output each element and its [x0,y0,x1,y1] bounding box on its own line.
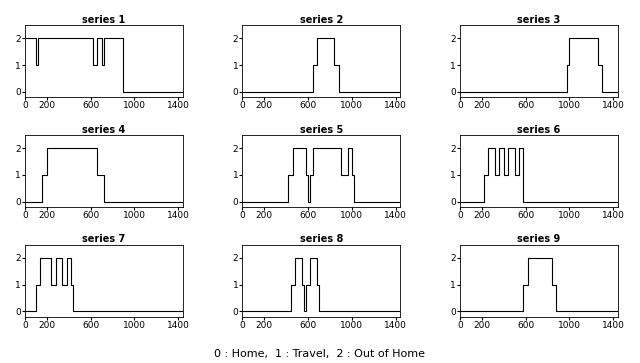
Title: series 8: series 8 [300,234,343,244]
Title: series 9: series 9 [517,234,561,244]
Title: series 5: series 5 [300,125,343,135]
Title: series 3: series 3 [517,15,561,25]
Title: series 6: series 6 [517,125,561,135]
Title: series 1: series 1 [82,15,125,25]
Title: series 4: series 4 [82,125,125,135]
Title: series 7: series 7 [82,234,125,244]
Title: series 2: series 2 [300,15,343,25]
Text: 0 : Home,  1 : Travel,  2 : Out of Home: 0 : Home, 1 : Travel, 2 : Out of Home [214,349,426,359]
